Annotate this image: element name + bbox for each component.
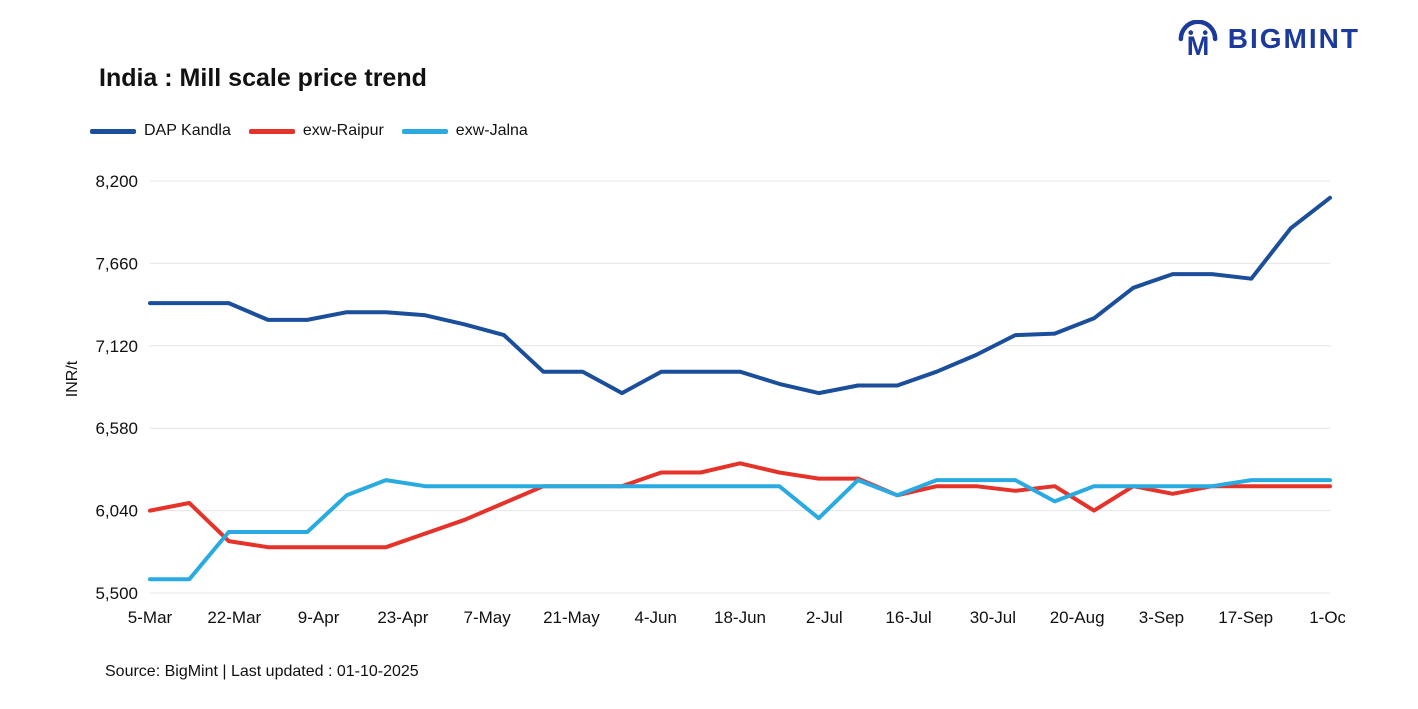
svg-text:21-May: 21-May bbox=[543, 608, 600, 627]
source-note: Source: BigMint | Last updated : 01-10-2… bbox=[105, 663, 419, 680]
svg-text:30-Jul: 30-Jul bbox=[970, 608, 1016, 627]
svg-text:16-Jul: 16-Jul bbox=[885, 608, 931, 627]
svg-text:5,500: 5,500 bbox=[95, 584, 138, 603]
legend-swatch-dap-kandla bbox=[90, 128, 136, 134]
legend-label: DAP Kandla bbox=[144, 122, 231, 139]
legend-item-exw-jalna: exw-Jalna bbox=[401, 122, 528, 140]
legend-label: exw-Raipur bbox=[302, 122, 384, 139]
svg-text:1-Oct: 1-Oct bbox=[1309, 608, 1345, 627]
svg-text:7-May: 7-May bbox=[464, 608, 512, 627]
svg-text:6,040: 6,040 bbox=[95, 502, 138, 521]
chart-area: INR/t 5,500 6,040 6,580 7,120 7,660 8,200 5-Ma… bbox=[64, 158, 1351, 648]
legend-item-dap-kandla: DAP Kandla bbox=[90, 122, 231, 140]
legend-label: exw-Jalna bbox=[455, 122, 528, 139]
y-axis-label: INR/t bbox=[64, 360, 82, 398]
legend-swatch-exw-raipur bbox=[248, 128, 295, 134]
svg-text:M: M bbox=[1187, 30, 1210, 57]
bigmint-logo: M BIGMINT bbox=[1178, 20, 1360, 57]
svg-text:5-Mar: 5-Mar bbox=[128, 608, 173, 627]
svg-text:7,660: 7,660 bbox=[95, 254, 138, 273]
line-chart: 5,500 6,040 6,580 7,120 7,660 8,200 5-Mar 22-Ma… bbox=[95, 172, 1351, 627]
svg-text:8,200: 8,200 bbox=[95, 172, 138, 191]
svg-text:9-Apr: 9-Apr bbox=[298, 608, 340, 627]
svg-text:6,580: 6,580 bbox=[95, 419, 138, 438]
svg-text:18-Jun: 18-Jun bbox=[714, 608, 766, 627]
svg-text:20-Aug: 20-Aug bbox=[1050, 608, 1105, 627]
svg-text:4-Jun: 4-Jun bbox=[634, 608, 677, 627]
legend-swatch-exw-jalna bbox=[401, 128, 448, 134]
svg-text:22-Mar: 22-Mar bbox=[207, 608, 261, 627]
svg-text:7,120: 7,120 bbox=[95, 337, 138, 356]
bigmint-logo-text: BIGMINT bbox=[1227, 22, 1360, 54]
svg-text:2-Jul: 2-Jul bbox=[806, 608, 843, 627]
page-title: India : Mill scale price trend bbox=[99, 64, 427, 92]
svg-text:17-Sep: 17-Sep bbox=[1218, 608, 1273, 627]
svg-text:3-Sep: 3-Sep bbox=[1139, 608, 1184, 627]
legend-item-exw-raipur: exw-Raipur bbox=[248, 122, 384, 140]
bigmint-logo-icon: M bbox=[1178, 20, 1218, 57]
svg-text:23-Apr: 23-Apr bbox=[377, 608, 428, 627]
chart-legend: DAP Kandla exw-Raipur exw-Jalna bbox=[90, 122, 528, 140]
